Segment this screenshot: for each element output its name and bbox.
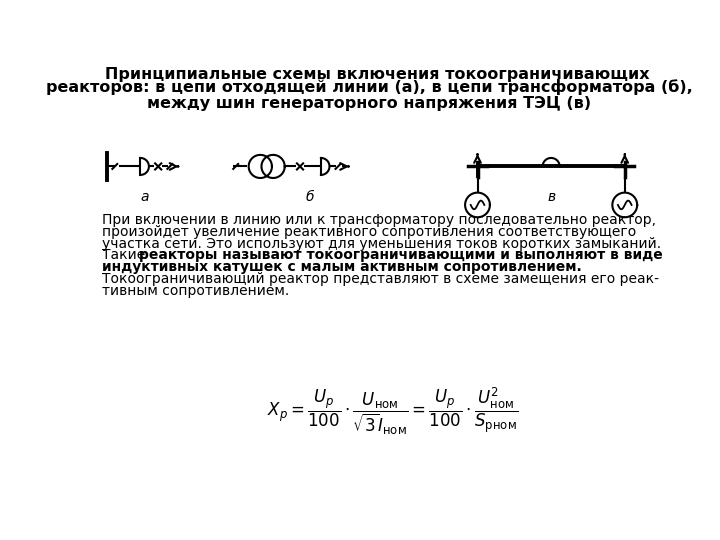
Text: в: в bbox=[547, 190, 555, 204]
Text: а: а bbox=[140, 190, 148, 204]
Text: Принципиальные схемы включения токоограничивающих: Принципиальные схемы включения токоогран… bbox=[88, 67, 650, 82]
Text: участка сети. Это используют для уменьшения токов коротких замыканий.: участка сети. Это используют для уменьше… bbox=[102, 237, 661, 251]
Text: Такие: Такие bbox=[102, 248, 149, 262]
Text: индуктивных катушек с малым активным сопротивлением.: индуктивных катушек с малым активным соп… bbox=[102, 260, 581, 274]
Text: произойдет увеличение реактивного сопротивления соответствующего: произойдет увеличение реактивного сопрот… bbox=[102, 225, 636, 239]
Text: реакторов: в цепи отходящей линии (а), в цепи трансформатора (б),: реакторов: в цепи отходящей линии (а), в… bbox=[45, 79, 693, 96]
Text: $X_p = \dfrac{U_p}{100} \cdot \dfrac{U_{\mathrm{ном}}}{\sqrt{3}I_{\mathrm{ном}}}: $X_p = \dfrac{U_p}{100} \cdot \dfrac{U_{… bbox=[266, 386, 518, 437]
Text: тивным сопротивлением.: тивным сопротивлением. bbox=[102, 284, 289, 298]
Text: б: б bbox=[305, 190, 314, 204]
Text: реакторы называют токоограничивающими и выполняют в виде: реакторы называют токоограничивающими и … bbox=[138, 248, 662, 262]
Text: Токоограничивающий реактор представляют в схеме замещения его реак-: Токоограничивающий реактор представляют … bbox=[102, 272, 659, 286]
Text: При включении в линию или к трансформатору последовательно реактор,: При включении в линию или к трансформато… bbox=[102, 213, 656, 227]
Text: между шин генераторного напряжения ТЭЦ (в): между шин генераторного напряжения ТЭЦ (… bbox=[147, 96, 591, 111]
